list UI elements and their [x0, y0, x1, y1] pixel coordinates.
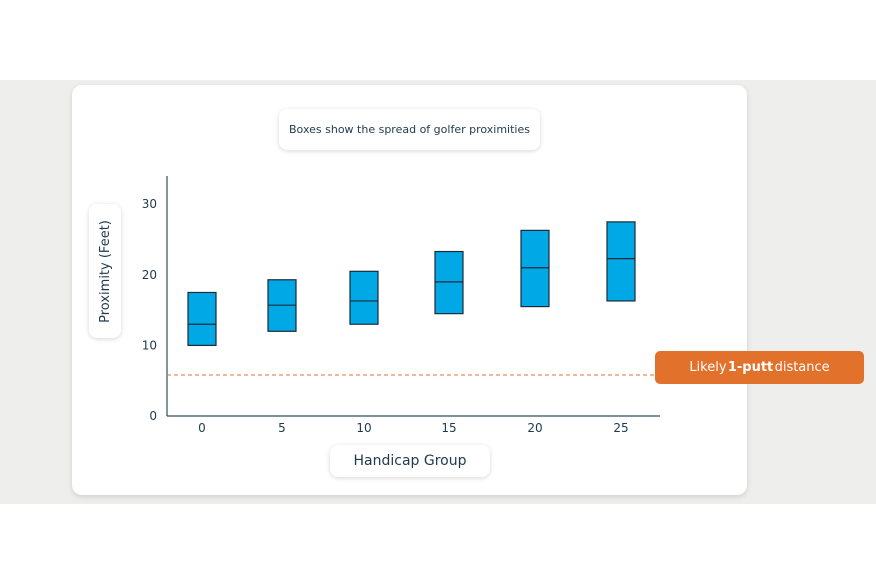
x-tick-label: 25	[613, 421, 628, 435]
y-tick-label: 30	[142, 197, 157, 211]
callout-prefix: Likely	[689, 360, 727, 375]
x-tick-label: 15	[441, 421, 456, 435]
box-10	[349, 270, 379, 325]
y-tick-label: 10	[142, 338, 157, 352]
callout-bold: 1-putt	[727, 360, 774, 375]
box-25	[606, 221, 636, 302]
x-axis-label: Handicap Group	[330, 445, 490, 477]
box-0	[187, 291, 217, 347]
box-20	[520, 229, 550, 308]
y-axis-label: Proximity (Feet)	[89, 204, 121, 338]
x-tick-label: 0	[198, 421, 206, 435]
x-tick-label: 20	[527, 421, 542, 435]
box-15	[434, 250, 464, 315]
y-tick-label: 20	[142, 268, 157, 282]
chart-subtitle: Boxes show the spread of golfer proximit…	[279, 109, 540, 150]
one-putt-callout: Likely 1-putt distance	[655, 351, 864, 384]
callout-suffix: distance	[774, 360, 830, 375]
x-tick-label: 10	[356, 421, 371, 435]
x-tick-label: 5	[278, 421, 286, 435]
y-tick-label: 0	[149, 409, 157, 423]
